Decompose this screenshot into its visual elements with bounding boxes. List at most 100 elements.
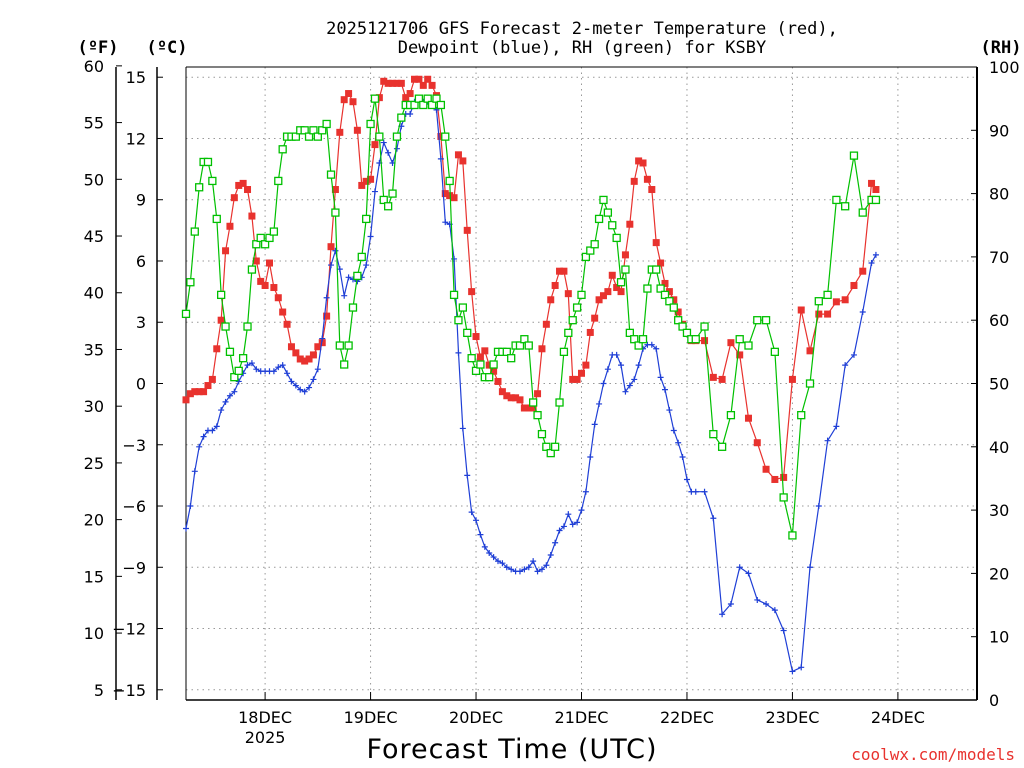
dewpoint-point bbox=[534, 568, 541, 575]
dewpoint-point bbox=[538, 566, 545, 573]
rh-point bbox=[581, 252, 591, 262]
dewpoint-point bbox=[363, 262, 370, 269]
chart-title-line-1: 2025121706 GFS Forecast 2-meter Temperat… bbox=[326, 19, 838, 39]
temperature-point bbox=[859, 267, 867, 275]
rh-point bbox=[234, 366, 243, 375]
rh-point bbox=[252, 240, 261, 249]
temperature-point bbox=[371, 141, 379, 149]
dewpoint-point bbox=[306, 384, 313, 391]
dewpoint-point bbox=[516, 568, 523, 575]
temperature-point bbox=[252, 257, 260, 265]
rh-tick-label: 50 bbox=[989, 375, 1009, 394]
dewpoint-point bbox=[393, 145, 400, 152]
celsius-tick-label: 6 bbox=[136, 252, 146, 271]
temperature-point bbox=[239, 179, 247, 187]
rh-point bbox=[515, 341, 525, 350]
temperature-point bbox=[296, 355, 304, 363]
temperature-point bbox=[525, 404, 533, 412]
temperature-point bbox=[727, 339, 735, 347]
temperature-point bbox=[389, 79, 397, 87]
rh-point bbox=[533, 410, 542, 420]
temperature-point bbox=[257, 277, 265, 285]
rh-point bbox=[265, 233, 274, 243]
rh-tick-label: 100 bbox=[989, 58, 1020, 77]
temperature-point bbox=[665, 288, 673, 296]
dewpoint-point bbox=[288, 378, 295, 385]
celsius-tick-label: −6 bbox=[122, 497, 146, 516]
temperature-point bbox=[569, 375, 577, 383]
rh-point bbox=[427, 100, 437, 110]
rh-point bbox=[195, 183, 204, 192]
dewpoint-point bbox=[433, 106, 440, 113]
rh-point bbox=[669, 303, 678, 312]
dewpoint-point bbox=[451, 255, 458, 262]
rh-point bbox=[383, 202, 393, 211]
rh-point bbox=[726, 410, 736, 420]
rh-point bbox=[471, 366, 481, 375]
temperature-point bbox=[327, 243, 335, 251]
rh-point bbox=[291, 132, 301, 141]
dewpoint-point bbox=[850, 351, 857, 358]
rh-point bbox=[326, 170, 336, 179]
dewpoint-point bbox=[789, 668, 796, 675]
rh-point bbox=[186, 278, 195, 287]
rh-point bbox=[550, 442, 560, 451]
dewpoint-point bbox=[231, 388, 238, 395]
temperature-point bbox=[437, 132, 445, 140]
dewpoint-line bbox=[185, 99, 877, 673]
rh-point bbox=[871, 195, 881, 205]
fahrenheit-tick-label: 60 bbox=[84, 57, 104, 76]
grid-lines bbox=[186, 67, 977, 700]
temperature-point bbox=[340, 96, 348, 104]
rh-point bbox=[208, 176, 217, 186]
dewpoint-point bbox=[380, 139, 387, 146]
rh-point bbox=[520, 335, 529, 344]
dewpoint-point bbox=[679, 454, 686, 461]
dewpoint-point bbox=[710, 515, 717, 522]
temperature-point bbox=[468, 288, 476, 296]
dewpoint-point bbox=[253, 366, 260, 373]
rh-point bbox=[476, 360, 485, 369]
rh-point bbox=[537, 429, 547, 439]
dewpoint-point bbox=[622, 388, 629, 395]
dewpoint-point bbox=[464, 472, 471, 479]
temperature-point bbox=[621, 251, 629, 259]
temperature-point bbox=[564, 290, 572, 298]
temperature-point bbox=[244, 186, 252, 194]
temperature-point bbox=[824, 310, 832, 318]
temperature-point bbox=[270, 284, 278, 292]
temperature-point bbox=[872, 186, 880, 194]
dewpoint-point bbox=[661, 386, 668, 393]
rh-point bbox=[410, 100, 419, 110]
dewpoint-point bbox=[574, 519, 581, 526]
dewpoint-point bbox=[807, 564, 814, 571]
rh-point bbox=[700, 322, 709, 331]
dewpoint-point bbox=[692, 488, 699, 495]
temperature-point bbox=[485, 361, 493, 369]
rh-point bbox=[665, 297, 674, 306]
x-tick-label: 20DEC bbox=[449, 708, 503, 727]
rh-point bbox=[269, 227, 279, 236]
credit-link[interactable]: coolwx.com/models bbox=[851, 745, 1015, 764]
temperature-point bbox=[279, 308, 287, 316]
dewpoint-point bbox=[815, 503, 822, 510]
dewpoint-point bbox=[653, 345, 660, 352]
dewpoint-point bbox=[666, 407, 673, 414]
temperature-point bbox=[494, 377, 502, 385]
temperature-point bbox=[701, 337, 709, 345]
rh-point bbox=[256, 233, 265, 243]
temperature-point bbox=[516, 396, 524, 404]
rh-point bbox=[274, 176, 283, 186]
temperature-point bbox=[538, 345, 546, 353]
rh-point bbox=[467, 354, 476, 363]
rh-point bbox=[761, 316, 771, 325]
rh-point bbox=[616, 278, 626, 287]
temperature-point bbox=[358, 181, 366, 189]
rh-tick-label: 20 bbox=[989, 564, 1009, 583]
dewpoint-point bbox=[442, 219, 449, 226]
temperature-point bbox=[349, 98, 357, 106]
rh-point bbox=[366, 119, 375, 129]
rh-point bbox=[691, 335, 700, 344]
rh-point bbox=[660, 290, 670, 300]
dewpoint-point bbox=[626, 382, 633, 389]
